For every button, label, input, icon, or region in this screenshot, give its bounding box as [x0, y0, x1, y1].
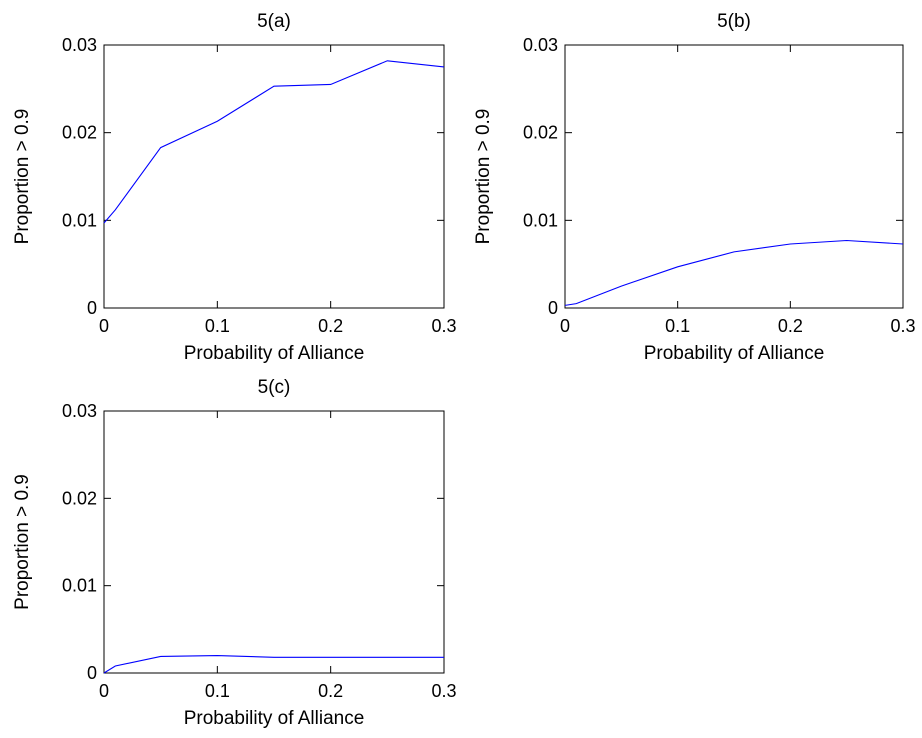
- data-point: [845, 238, 849, 242]
- data-point: [732, 250, 736, 254]
- data-point: [619, 284, 623, 288]
- data-point: [159, 146, 163, 150]
- x-tick-label: 0.2: [318, 681, 343, 701]
- data-point: [102, 671, 106, 675]
- chart-title: 5(c): [258, 377, 291, 398]
- data-point: [676, 265, 680, 269]
- y-tick-label: 0.03: [523, 35, 558, 55]
- y-tick-label: 0: [87, 663, 97, 683]
- x-axis-label: Probability of Alliance: [644, 343, 825, 364]
- subplot-3: 0 0.1 0.2 0.3 0 0.01 0.02 0.03 5(c) Probability o…: [12, 377, 457, 729]
- y-axis-label: Proportion > 0.9: [12, 109, 33, 245]
- y-tick-label: 0.01: [62, 576, 97, 596]
- data-point: [901, 242, 905, 246]
- x-tick-label: 0.3: [890, 316, 915, 336]
- data-point: [215, 119, 219, 123]
- x-tick-label: 0.2: [778, 316, 803, 336]
- data-point: [574, 302, 578, 306]
- chart-title: 5(a): [257, 11, 291, 32]
- x-tick-label: 0.1: [205, 681, 230, 701]
- y-axis-label: Proportion > 0.9: [12, 474, 33, 610]
- x-tick-label: 0: [560, 316, 570, 336]
- plot-frame: [565, 45, 903, 308]
- y-tick-label: 0: [87, 298, 97, 318]
- y-axis-label: Proportion > 0.9: [473, 109, 494, 245]
- chart-title: 5(b): [717, 11, 751, 32]
- x-tick-label: 0.3: [431, 681, 456, 701]
- y-tick-label: 0.01: [523, 210, 558, 230]
- data-point: [442, 655, 446, 659]
- data-point: [442, 65, 446, 69]
- x-tick-label: 0: [99, 316, 109, 336]
- data-point: [113, 208, 117, 212]
- y-tick-label: 0.02: [62, 488, 97, 508]
- x-tick-label: 0.2: [318, 316, 343, 336]
- subplot-2: 0 0.1 0.2 0.3 0 0.01 0.02 0.03 5(b) Probability o…: [473, 11, 916, 364]
- data-point: [385, 59, 389, 63]
- data-point: [102, 221, 106, 225]
- y-tick-label: 0: [548, 298, 558, 318]
- plot-frame: [104, 411, 444, 673]
- y-tick-label: 0.01: [62, 210, 97, 230]
- data-point: [113, 664, 117, 668]
- x-tick-label: 0: [99, 681, 109, 701]
- data-point: [272, 655, 276, 659]
- x-tick-label: 0.1: [205, 316, 230, 336]
- y-tick-label: 0.03: [62, 35, 97, 55]
- data-point: [329, 655, 333, 659]
- data-point: [329, 82, 333, 86]
- data-point: [385, 655, 389, 659]
- x-tick-label: 0.1: [665, 316, 690, 336]
- data-point: [272, 84, 276, 88]
- y-tick-label: 0.02: [523, 123, 558, 143]
- data-point: [563, 303, 567, 307]
- data-point: [215, 654, 219, 658]
- data-point: [159, 654, 163, 658]
- y-tick-label: 0.03: [62, 401, 97, 421]
- x-axis-label: Probability of Alliance: [184, 708, 365, 729]
- x-axis-label: Probability of Alliance: [184, 343, 365, 364]
- y-tick-label: 0.02: [62, 123, 97, 143]
- x-tick-label: 0.3: [431, 316, 456, 336]
- data-point: [788, 242, 792, 246]
- subplot-1: 0 0.1 0.2 0.3 0 0.01 0.02 0.03 5(a) Probability o…: [12, 11, 457, 364]
